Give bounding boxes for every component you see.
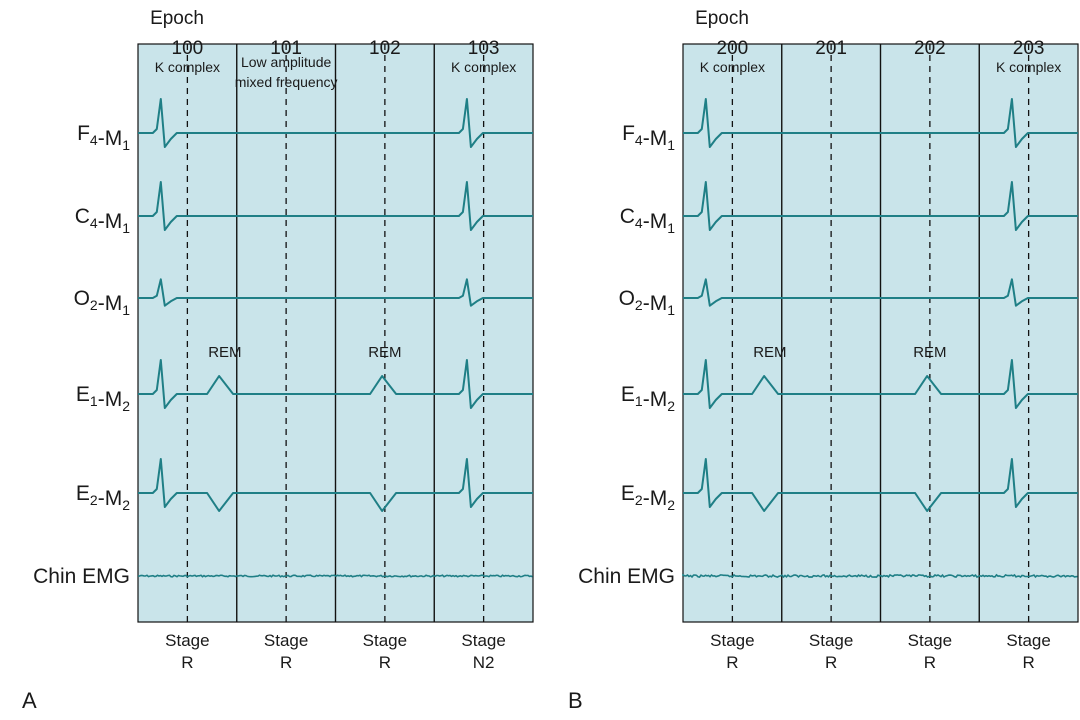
annotation-label: Low amplitude	[241, 54, 331, 70]
epoch-number: 202	[914, 38, 946, 59]
stage-label: Stage	[809, 631, 853, 650]
epoch-number: 201	[815, 38, 847, 59]
eeg-trace	[138, 181, 533, 231]
channel-label: E2-M2	[621, 482, 675, 513]
eeg-trace	[683, 278, 1078, 307]
annotation-label: K complex	[996, 59, 1061, 75]
epoch-number: 200	[717, 38, 749, 59]
stage-value: R	[924, 653, 936, 672]
eog-trace	[138, 458, 533, 512]
epoch-number: 102	[369, 38, 401, 59]
rem-label: REM	[208, 344, 241, 361]
channel-label: Chin EMG	[33, 565, 130, 588]
stage-value: R	[379, 653, 391, 672]
annotation-label: K complex	[155, 59, 220, 75]
eog-trace	[683, 458, 1078, 512]
chin-emg-trace	[682, 573, 1078, 579]
eeg-trace	[683, 181, 1078, 231]
channel-label: F4-M1	[622, 122, 675, 153]
stage-value: R	[726, 653, 738, 672]
chin-emg-trace	[137, 574, 533, 578]
stage-value: N2	[473, 653, 495, 672]
channel-label: E1-M2	[76, 383, 130, 414]
stage-label: Stage	[710, 631, 754, 650]
rem-label: REM	[368, 344, 401, 361]
epoch-heading: Epoch	[150, 8, 204, 29]
stage-value: R	[280, 653, 292, 672]
epoch-number: 103	[468, 38, 500, 59]
channel-label: Chin EMG	[578, 565, 675, 588]
stage-value: R	[181, 653, 193, 672]
stage-label: Stage	[1006, 631, 1050, 650]
stage-value: R	[825, 653, 837, 672]
stage-label: Stage	[264, 631, 308, 650]
channel-label: F4-M1	[77, 122, 130, 153]
rem-label: REM	[913, 344, 946, 361]
stage-label: Stage	[461, 631, 505, 650]
eeg-trace	[683, 98, 1078, 148]
eeg-trace	[138, 98, 533, 148]
channel-label: C4-M1	[620, 205, 675, 236]
channel-label: E1-M2	[621, 383, 675, 414]
annotation-label: K complex	[451, 59, 516, 75]
eog-trace	[138, 359, 533, 409]
epoch-number: 100	[172, 38, 204, 59]
eeg-trace	[138, 278, 533, 307]
annotation-label: K complex	[700, 59, 765, 75]
stage-value: R	[1022, 653, 1034, 672]
channel-label: E2-M2	[76, 482, 130, 513]
channel-label: C4-M1	[75, 205, 130, 236]
channel-label: O2-M1	[74, 287, 131, 318]
stage-label: Stage	[908, 631, 952, 650]
epoch-number: 101	[270, 38, 302, 59]
epoch-number: 203	[1013, 38, 1045, 59]
panel-letter: A	[22, 688, 37, 713]
channel-label: O2-M1	[619, 287, 676, 318]
rem-label: REM	[753, 344, 786, 361]
stage-label: Stage	[363, 631, 407, 650]
panel-letter: B	[568, 688, 583, 713]
eog-trace	[683, 359, 1078, 409]
stage-label: Stage	[165, 631, 209, 650]
annotation-label: mixed frequency	[235, 74, 338, 90]
epoch-heading: Epoch	[695, 8, 749, 29]
